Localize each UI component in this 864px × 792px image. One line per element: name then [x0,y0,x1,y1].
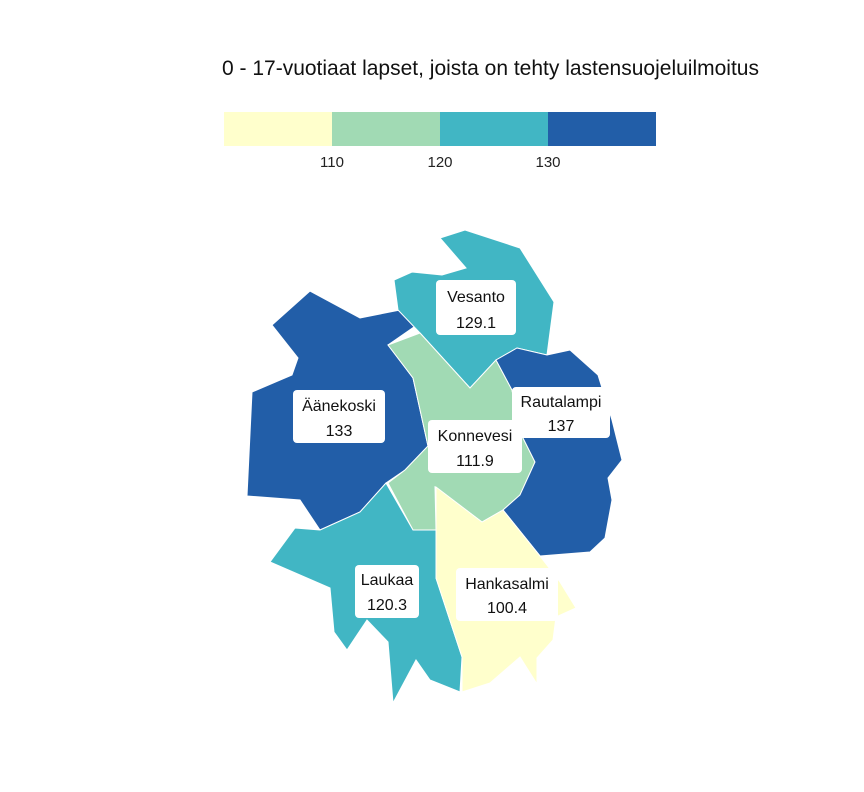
label-konnevesi: Konnevesi 111.9 [428,420,522,473]
label-rautalampi: Rautalampi 137 [512,387,610,438]
region-value: 133 [326,423,353,440]
legend-bin-2 [332,112,440,146]
region-name: Äänekoski [302,397,376,415]
legend-tick: 110 [320,154,344,171]
region-name: Konnevesi [438,428,513,445]
region-value: 129.1 [456,315,496,332]
region-value: 137 [548,418,575,435]
region-value: 100.4 [487,600,527,617]
region-value: 111.9 [456,453,494,470]
legend-tick: 120 [427,154,453,171]
legend-bin-1 [224,112,332,146]
legend-tick: 130 [535,154,561,171]
region-name: Rautalampi [521,394,602,411]
region-name: Vesanto [447,289,505,306]
legend-bin-3 [440,112,548,146]
region-name: Laukaa [361,572,414,589]
region-name: Hankasalmi [465,576,549,593]
legend-bin-4 [548,112,656,146]
label-aanekoski: Äänekoski 133 [293,390,385,443]
label-vesanto: Vesanto 129.1 [436,280,516,335]
map-title: 0 - 17-vuotiaat lapset, joista on tehty … [222,57,759,80]
label-hankasalmi: Hankasalmi 100.4 [456,568,558,621]
label-laukaa: Laukaa 120.3 [355,565,419,618]
color-legend: 110 120 130 [224,112,656,192]
region-value: 120.3 [367,597,407,614]
